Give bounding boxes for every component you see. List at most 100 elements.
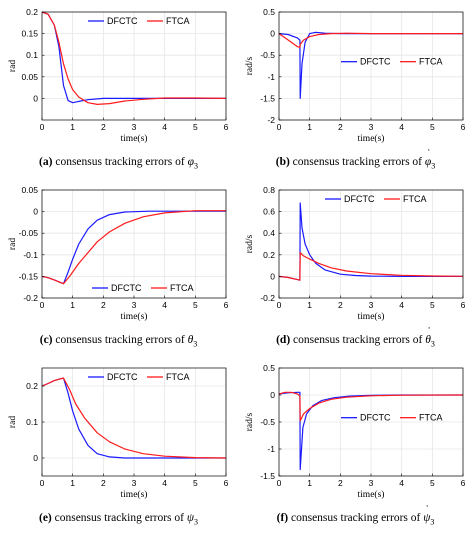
caption-text: consensus tracking errors of <box>289 156 425 168</box>
y-tick-label: 0 <box>270 271 275 281</box>
x-tick-label: 6 <box>224 300 229 310</box>
y-tick-label: 0.8 <box>263 185 275 195</box>
caption-subscript: 3 <box>193 339 198 349</box>
x-tick-label: 5 <box>430 122 435 132</box>
y-tick-label: 0.05 <box>21 185 38 195</box>
legend-label-ftca: FTCA <box>419 413 443 423</box>
x-axis-label: time(s) <box>121 133 148 144</box>
caption-label: (a) <box>39 156 53 168</box>
caption-text: consensus tracking errors of <box>290 334 426 346</box>
caption-label: (f) <box>276 512 289 524</box>
x-tick-label: 4 <box>399 122 404 132</box>
y-tick-label: 0 <box>33 453 38 463</box>
legend-label-dfctc: DFCTC <box>107 372 138 382</box>
x-tick-label: 2 <box>338 300 343 310</box>
x-tick-label: 1 <box>70 478 75 488</box>
y-tick-label: 0.5 <box>263 7 275 17</box>
x-tick-label: 4 <box>162 300 167 310</box>
caption-symbol: φ ˙ <box>424 148 432 168</box>
derivative-dot: ˙ <box>426 148 431 160</box>
caption-symbol: θ <box>187 334 194 346</box>
chart-svg: 0 1 2 3 4 5 6 -2 -1.5 -1 -0.5 0 0.5 time(s) rad/s DFCTC… <box>245 7 466 144</box>
x-tick-label: 6 <box>461 122 466 132</box>
figure-caption: (e) consensus tracking errors of ψ3 <box>0 512 237 526</box>
x-tick-label: 0 <box>277 478 282 488</box>
y-axis-label: rad <box>8 238 18 250</box>
legend-label-ftca: FTCA <box>419 57 443 67</box>
caption-symbol: φ <box>187 156 194 168</box>
x-axis-label: time(s) <box>358 133 385 144</box>
legend: DFCTC FTCA <box>341 57 443 67</box>
y-axis-label: rad/s <box>245 234 255 253</box>
x-tick-label: 1 <box>307 478 312 488</box>
y-tick-label: 0 <box>270 390 275 400</box>
derivative-dot: ˙ <box>425 504 430 516</box>
y-tick-label: -0.1 <box>23 250 38 260</box>
legend: DFCTC FTCA <box>325 194 427 204</box>
x-tick-label: 6 <box>461 300 466 310</box>
x-axis-label: time(s) <box>121 489 148 500</box>
y-tick-label: -0.05 <box>19 228 39 238</box>
x-tick-label: 6 <box>224 122 229 132</box>
y-tick-label: -0.5 <box>260 417 275 427</box>
caption-text: consensus tracking errors of <box>51 512 187 524</box>
y-tick-label: -1 <box>267 72 275 82</box>
caption-symbol: ψ <box>186 512 194 524</box>
y-axis-label: rad <box>8 416 18 428</box>
x-tick-label: 1 <box>70 122 75 132</box>
x-tick-label: 3 <box>132 122 137 132</box>
x-tick-label: 1 <box>307 300 312 310</box>
y-tick-label: -1.5 <box>260 93 275 103</box>
caption-symbol: θ ˙ <box>425 326 432 346</box>
y-tick-label: 0.1 <box>26 50 38 60</box>
caption-subscript: 3 <box>431 161 436 171</box>
chart-panel-d: 0 1 2 3 4 5 6 -0.2 0 0.2 0.4 0.6 0.8 time(s) rad/s DFCT… <box>237 178 474 356</box>
series-line-ftca <box>278 32 463 49</box>
x-axis-label: time(s) <box>121 311 148 322</box>
caption-subscript: 3 <box>194 517 198 527</box>
y-axis-label: rad <box>8 60 18 72</box>
y-axis-label: rad/s <box>245 412 255 431</box>
x-tick-label: 3 <box>369 122 374 132</box>
x-tick-label: 2 <box>101 478 106 488</box>
y-tick-label: -1 <box>267 444 275 454</box>
legend: DFCTC FTCA <box>88 16 190 26</box>
legend-label-dfctc: DFCTC <box>360 57 391 67</box>
chart-svg: 0 1 2 3 4 5 6 0 0.05 0.1 0.15 0.2 time(s) rad DFCTC FTC… <box>8 7 229 144</box>
caption-label: (e) <box>38 512 52 524</box>
y-tick-label: 0 <box>33 207 38 217</box>
x-tick-label: 5 <box>430 300 435 310</box>
x-tick-label: 2 <box>101 300 106 310</box>
y-tick-label: 0.15 <box>21 29 38 39</box>
figure-caption: (b) consensus tracking errors of φ ˙ 3 <box>237 148 474 171</box>
x-tick-label: 5 <box>193 300 198 310</box>
chart-svg: 0 1 2 3 4 5 6 -0.2 -0.15 -0.1 -0.05 0 0.05 time(s) rad… <box>8 185 229 322</box>
legend-label-ftca: FTCA <box>403 194 427 204</box>
y-tick-label: 0.4 <box>263 228 275 238</box>
y-tick-label: -1.5 <box>260 471 275 481</box>
caption-text: consensus tracking errors of <box>52 334 188 346</box>
caption-label: (d) <box>276 334 291 346</box>
x-tick-label: 4 <box>162 478 167 488</box>
x-tick-label: 5 <box>193 478 198 488</box>
chart-panel-f: 0 1 2 3 4 5 6 -1.5 -1 -0.5 0 0.5 time(s) rad/s DFCTC FT… <box>237 356 474 534</box>
x-tick-label: 4 <box>162 122 167 132</box>
legend: DFCTC FTCA <box>341 413 443 423</box>
legend-label-dfctc: DFCTC <box>111 283 142 293</box>
series-line-ftca <box>41 210 226 285</box>
x-tick-label: 6 <box>224 478 229 488</box>
caption-text: consensus tracking errors of <box>288 512 424 524</box>
x-tick-label: 1 <box>307 122 312 132</box>
x-tick-label: 4 <box>399 478 404 488</box>
chart-panel-b: 0 1 2 3 4 5 6 -2 -1.5 -1 -0.5 0 0.5 time(s) rad/s DFCTC… <box>237 0 474 178</box>
figure-caption: (d) consensus tracking errors of θ ˙ 3 <box>237 326 474 348</box>
series-line-ftca <box>41 11 227 106</box>
x-tick-label: 1 <box>70 300 75 310</box>
legend-label-dfctc: DFCTC <box>344 194 375 204</box>
y-tick-label: 0.05 <box>21 72 38 82</box>
y-tick-label: 0.2 <box>263 250 275 260</box>
x-axis-label: time(s) <box>358 311 385 322</box>
figure-caption: (f) consensus tracking errors of ψ ˙ 3 <box>237 504 474 527</box>
caption-subscript: 3 <box>430 517 435 527</box>
y-tick-label: -0.5 <box>260 50 275 60</box>
